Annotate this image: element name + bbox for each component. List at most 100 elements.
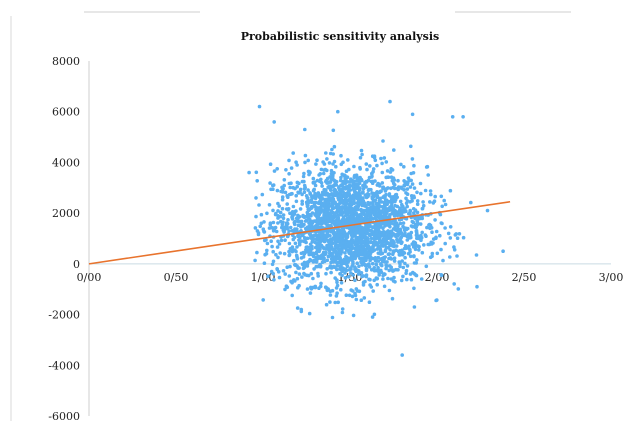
scatter-point: [392, 275, 396, 280]
scatter-point: [382, 232, 387, 236]
scatter-point: [332, 144, 337, 149]
scatter-point: [370, 261, 375, 266]
scatter-point: [313, 180, 317, 184]
scatter-point: [364, 215, 368, 219]
scatter-point: [384, 234, 388, 239]
scatter-point: [316, 274, 321, 278]
y-axis: 8000 6000 4000 2000 0 -2000 -4000 -6000: [48, 55, 90, 421]
scatter-point: [318, 201, 323, 205]
scatter-point: [409, 144, 413, 149]
scatter-point: [398, 253, 402, 257]
scatter-point: [402, 165, 406, 169]
scatter-point: [361, 246, 366, 250]
scatter-point: [311, 188, 316, 193]
scatter-point: [354, 269, 358, 274]
scatter-point: [395, 204, 400, 209]
scatter-point: [364, 162, 369, 166]
scatter-point: [254, 196, 258, 200]
scatter-point: [392, 256, 397, 261]
scatter-point: [391, 222, 396, 226]
scatter-point: [383, 248, 388, 252]
scatter-point: [448, 225, 453, 229]
scatter-point: [329, 260, 333, 265]
scatter-point: [307, 245, 312, 250]
scatter-point: [303, 160, 307, 165]
scatter-point: [270, 262, 275, 267]
scatter-point: [334, 164, 338, 169]
scatter-point: [367, 300, 372, 305]
scatter-point: [359, 148, 364, 153]
scatter-point: [412, 211, 416, 215]
scatter-point: [341, 227, 346, 231]
scatter-point: [424, 264, 429, 269]
scatter-point: [320, 203, 325, 208]
scatter-point: [396, 187, 401, 192]
scatter-point: [323, 237, 328, 242]
scatter-point: [340, 307, 345, 311]
scatter-point: [330, 185, 334, 189]
scatter-point: [439, 273, 444, 278]
scatter-point: [325, 191, 330, 196]
scatter-point: [344, 248, 349, 252]
scatter-point: [421, 203, 426, 208]
scatter-point: [328, 293, 333, 297]
scatter-point: [375, 268, 380, 272]
scatter-point: [455, 254, 459, 258]
scatter-point: [310, 238, 315, 243]
scatter-point: [294, 216, 299, 221]
scatter-point: [410, 112, 415, 117]
scatter-point: [325, 157, 329, 161]
scatter-point: [287, 158, 291, 163]
scatter-point: [268, 221, 273, 225]
scatter-point: [331, 206, 336, 210]
scatter-point: [364, 204, 368, 208]
scatter-point: [365, 167, 369, 172]
scatter-point: [334, 249, 338, 253]
scatter-point: [306, 208, 311, 213]
scatter-point: [424, 234, 428, 238]
scatter-point: [247, 170, 251, 175]
scatter-point: [259, 221, 264, 226]
scatter-point: [452, 282, 457, 286]
scatter-point: [387, 256, 391, 261]
scatter-point: [381, 277, 385, 281]
scatter-point: [404, 201, 409, 205]
scatter-point: [425, 225, 429, 230]
scatter-point: [372, 266, 377, 270]
scatter-point: [438, 212, 443, 217]
scatter-point: [391, 279, 396, 283]
scatter-point: [272, 278, 276, 282]
scatter-point: [320, 254, 324, 259]
scatter-point: [358, 224, 362, 229]
scatter-point: [300, 179, 305, 184]
scatter-point: [302, 222, 306, 227]
scatter-point: [357, 264, 361, 269]
scatter-point: [371, 179, 375, 184]
scatter-point: [364, 242, 369, 247]
scatter-point: [373, 225, 378, 229]
scatter-point: [395, 228, 399, 233]
scatter-point: [332, 159, 337, 164]
scatter-point: [310, 219, 315, 224]
scatter-point: [370, 315, 375, 319]
scatter-point: [317, 286, 321, 291]
scatter-point: [409, 277, 414, 282]
scatter-point: [398, 221, 403, 226]
scatter-point: [362, 201, 366, 205]
scatter-point: [317, 173, 321, 177]
scatter-point: [302, 171, 306, 176]
scatter-point: [296, 223, 301, 227]
scatter-point: [329, 209, 334, 213]
scatter-point: [292, 212, 297, 216]
scatter-point: [404, 191, 408, 195]
scatter-point: [324, 211, 328, 216]
scatter-point: [288, 225, 293, 230]
scatter-point: [307, 172, 311, 177]
scatter-point: [372, 154, 377, 158]
scatter-point: [392, 259, 397, 263]
scatter-point: [290, 229, 295, 233]
scatter-point: [297, 272, 302, 276]
scatter-point: [282, 183, 287, 188]
scatter-point: [347, 249, 352, 254]
scatter-point: [412, 271, 417, 276]
